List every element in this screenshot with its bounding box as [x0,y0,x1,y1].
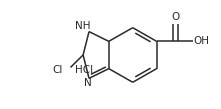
Text: N: N [84,78,92,88]
Text: HCl: HCl [75,65,93,75]
Text: OH: OH [193,36,209,46]
Text: Cl: Cl [52,65,63,75]
Text: NH: NH [75,21,91,31]
Text: O: O [171,12,179,22]
